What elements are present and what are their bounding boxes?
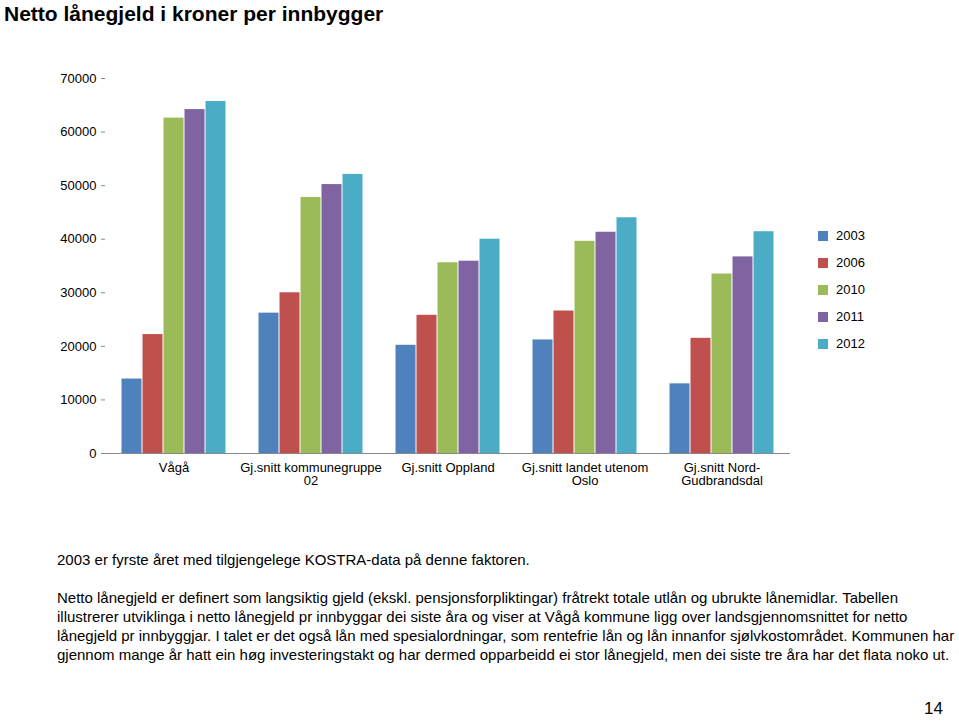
svg-text:70000: 70000 — [60, 71, 96, 86]
svg-text:Gj.snitt kommunegruppe02: Gj.snitt kommunegruppe02 — [240, 460, 382, 488]
svg-text:40000: 40000 — [60, 231, 96, 246]
svg-text:30000: 30000 — [60, 285, 96, 300]
svg-text:Gj.snitt Nord-Gudbrandsdal: Gj.snitt Nord-Gudbrandsdal — [681, 460, 763, 488]
svg-text:20000: 20000 — [60, 339, 96, 354]
svg-text:Vågå: Vågå — [159, 460, 190, 475]
svg-text:10000: 10000 — [60, 392, 96, 407]
svg-text:60000: 60000 — [60, 124, 96, 139]
html-text:Netto lånegjeld er definert so: Netto lånegjeld er definert som langsikt… — [57, 589, 955, 663]
html-text:2006: 2006 — [836, 255, 865, 270]
html-text:2012: 2012 — [836, 336, 865, 351]
html-text:14: 14 — [924, 699, 943, 718]
html-text:2003 er fyrste året med tilgje: 2003 er fyrste året med tilgjengelege KO… — [57, 551, 530, 568]
svg-text:Gj.snitt Oppland: Gj.snitt Oppland — [401, 460, 494, 475]
svg-text:50000: 50000 — [60, 178, 96, 193]
html-text:2003: 2003 — [836, 228, 865, 243]
html-text:2011: 2011 — [836, 309, 864, 324]
html-text:Netto lånegjeld i kroner per i: Netto lånegjeld i kroner per innbygger — [4, 2, 384, 25]
html-text:2010: 2010 — [836, 282, 865, 297]
svg-text:Gj.snitt landet utenomOslo: Gj.snitt landet utenomOslo — [522, 460, 648, 488]
svg-text:0: 0 — [89, 446, 96, 461]
